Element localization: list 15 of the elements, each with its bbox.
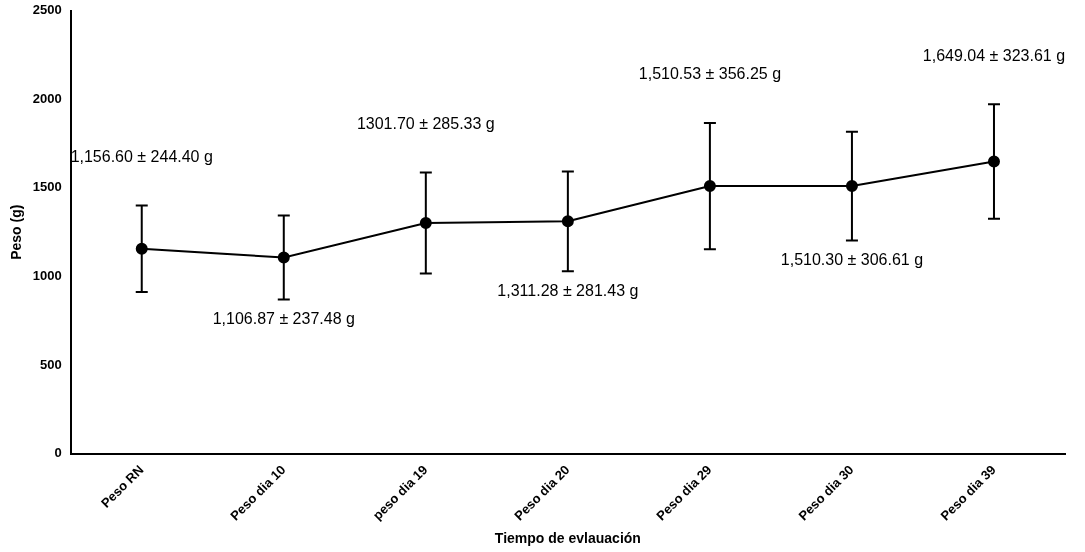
y-tick-label: 0 [54, 445, 62, 461]
y-tick-label: 500 [40, 356, 62, 372]
annotation: 1,106.87 ± 237.48 g [212, 310, 355, 328]
annotation: 1,510.30 ± 306.61 g [780, 250, 924, 268]
annotation: 1,649.04 ± 323.61 g [922, 46, 1066, 64]
y-tick-label: 1500 [32, 179, 62, 195]
y-axis-title: Peso (g) [8, 204, 25, 260]
x-axis-title: Tiempo de evlauación [494, 530, 641, 547]
y-tick-label: 2500 [32, 2, 62, 18]
annotation: 1301.70 ± 285.33 g [356, 114, 495, 132]
annotation: 1,156.60 ± 244.40 g [70, 147, 213, 165]
annotation: 1,311.28 ± 281.43 g [497, 281, 639, 299]
y-tick-label: 2000 [32, 90, 62, 106]
annotation: 1,510.53 ± 356.25 g [638, 65, 782, 83]
y-tick-label: 1000 [32, 268, 62, 284]
